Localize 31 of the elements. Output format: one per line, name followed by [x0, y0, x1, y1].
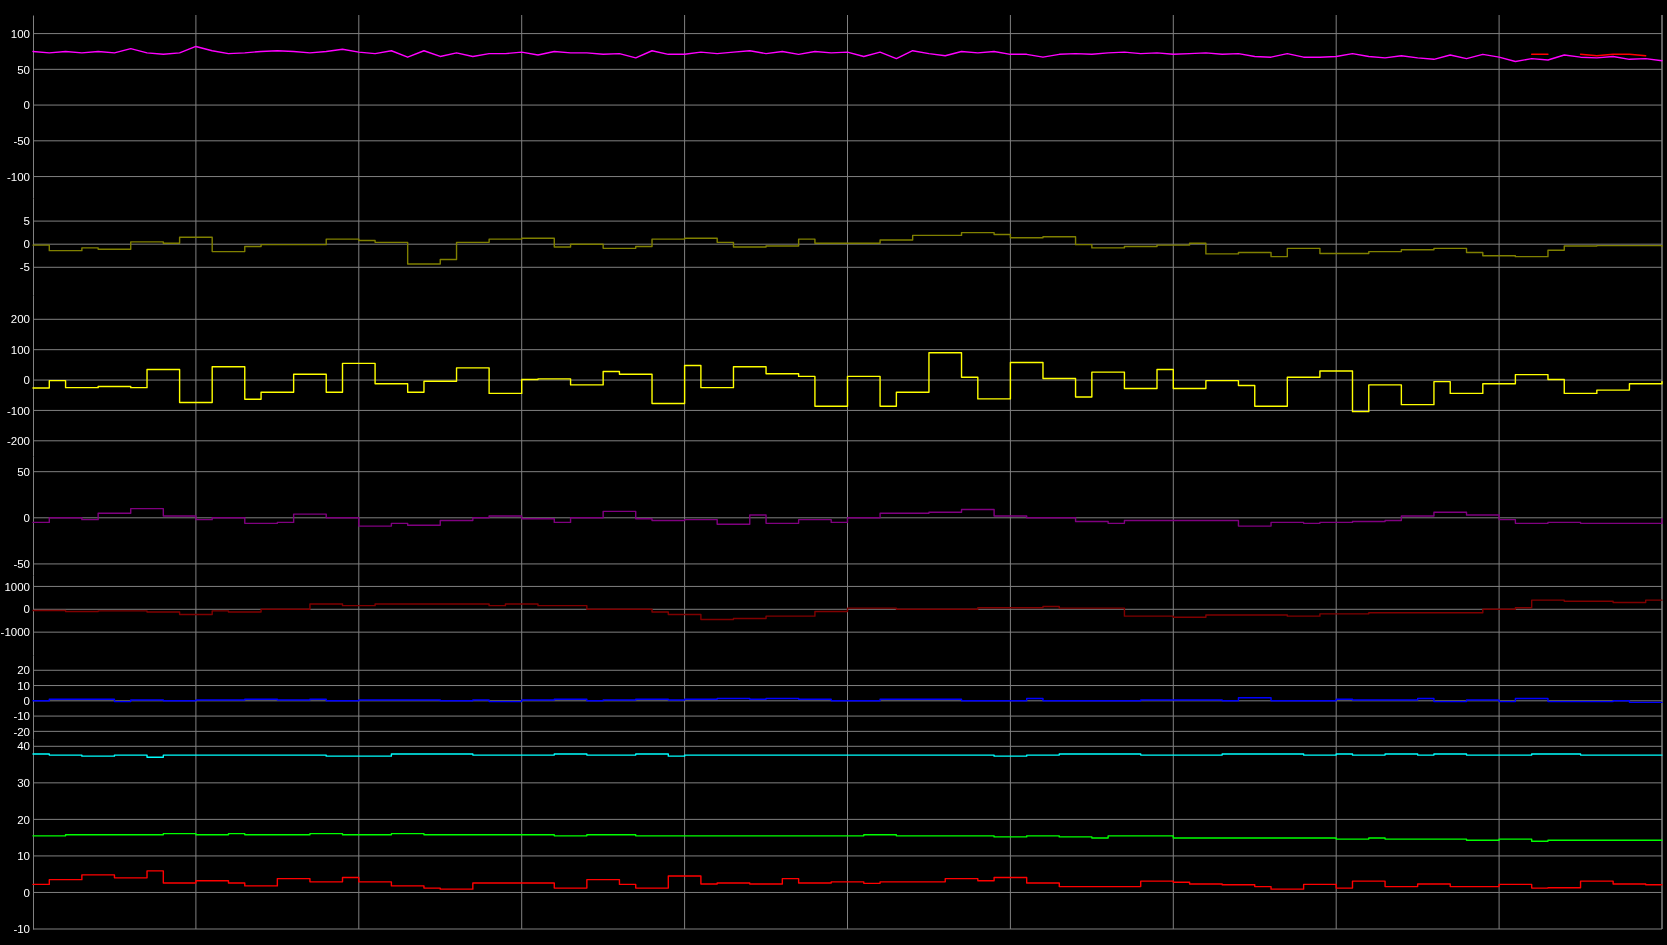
y-tick-label: -5 [19, 261, 30, 274]
y-tick-label: -10 [13, 710, 30, 723]
y-tick-label: 20 [17, 813, 30, 826]
y-tick-label: 200 [10, 313, 30, 326]
y-tick-label: 0 [23, 238, 30, 251]
y-tick-label: 0 [23, 603, 30, 616]
y-tick-label: 0 [23, 886, 30, 899]
y-tick-label: 50 [17, 465, 30, 478]
y-tick-label: 10 [17, 850, 30, 863]
y-tick-label: 100 [10, 27, 30, 40]
y-tick-label: 5 [23, 215, 30, 228]
y-tick-label: 0 [23, 99, 30, 112]
y-tick-label: 30 [17, 777, 30, 790]
y-tick-label: 0 [23, 511, 30, 524]
y-tick-label: -1000 [0, 626, 30, 639]
y-tick-label: -100 [6, 404, 30, 417]
y-tick-label: -200 [6, 434, 30, 447]
y-tick-label: 40 [17, 740, 30, 753]
y-tick-label: 1000 [4, 580, 30, 593]
y-tick-label: -100 [6, 170, 30, 183]
y-tick-label: 10 [17, 679, 30, 692]
y-tick-label: 100 [10, 343, 30, 356]
line-series [32, 45, 1663, 63]
y-tick-label: -20 [13, 725, 30, 738]
y-tick-label: 0 [23, 374, 30, 387]
y-tick-label: -50 [13, 134, 30, 147]
y-tick-label: -10 [13, 923, 30, 936]
y-tick-label: 20 [17, 664, 30, 677]
y-tick-label: 50 [17, 63, 30, 76]
y-tick-label: 0 [23, 695, 30, 707]
y-tick-label: -50 [13, 558, 30, 571]
